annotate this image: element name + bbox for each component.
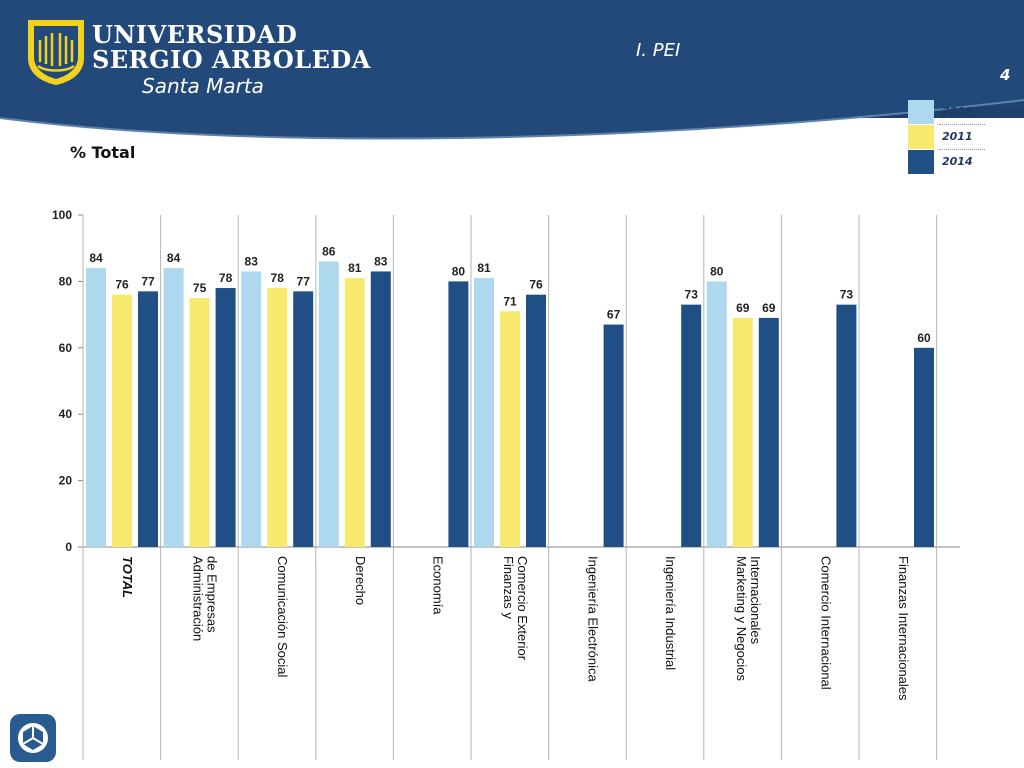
bar-value-label: 60 [917,331,931,345]
bar-2014 [758,317,779,547]
category-label: Administración [191,556,206,641]
bar-2011 [112,294,132,547]
campus-name: Santa Marta [142,74,264,98]
y-tick-label: 0 [65,540,72,554]
bar-value-label: 81 [477,261,491,275]
category-label: de Empresas [205,556,220,633]
bar-value-label: 80 [452,264,466,278]
legend-item-2011: 2011 [905,125,985,150]
bar-value-label: 76 [529,278,543,292]
bar-value-label: 80 [710,264,724,278]
bar-value-label: 86 [322,244,336,258]
bar-value-label: 84 [167,251,181,265]
bar-2008 [474,278,494,547]
category-label: Comercio Exterior [515,556,530,661]
bar-value-label: 67 [607,308,621,322]
bar-2014 [370,271,391,547]
bar-2008 [163,268,184,547]
bar-2011 [732,317,753,547]
legend-swatch-2014 [908,150,934,174]
bar-2014 [293,291,314,547]
category-label: Marketing y Negocios [734,556,749,681]
bar-value-label: 84 [89,251,103,265]
bar-value-label: 77 [141,274,155,288]
bar-2014 [836,304,857,547]
legend-item-2014: 2014 [905,150,985,175]
category-label: TOTAL [120,556,135,598]
bar-2014 [526,294,546,547]
category-label: Comunicación Social [275,556,290,678]
category-label: Finanzas Internacionales [896,556,911,701]
category-label: Derecho [353,556,368,605]
bar-value-label: 69 [736,301,750,315]
bar-value-label: 73 [685,288,699,302]
bar-2014 [448,281,469,547]
legend-separator [939,124,985,125]
bar-2008 [241,271,262,547]
university-name: UNIVERSIDAD SERGIO ARBOLEDA [92,22,371,72]
y-tick-label: 100 [52,208,72,222]
category-label: Ingeniería Industrial [663,556,678,670]
y-tick-label: 20 [59,474,73,488]
legend-label-2008: 2008 [942,105,973,118]
bar-value-label: 83 [374,254,388,268]
footer-emblem-icon [10,714,56,762]
category-label: Economía [430,556,445,615]
bar-value-label: 73 [840,288,854,302]
bar-value-label: 77 [297,274,311,288]
bar-value-label: 78 [271,271,285,285]
bar-value-label: 76 [115,278,129,292]
bar-2011 [267,288,288,547]
bar-2014 [215,288,236,547]
category-label: Finanzas y [501,556,516,619]
legend-swatch-2008 [908,100,934,124]
bar-2008 [86,268,106,547]
y-tick-label: 60 [59,341,73,355]
university-line-1: UNIVERSIDAD [92,20,298,49]
slide-title: I. PEI [636,40,681,61]
bar-value-label: 71 [503,294,517,308]
chart-title: % Total [70,143,136,162]
chart-legend: 2008 2011 2014 [905,100,985,175]
bar-value-label: 83 [245,254,259,268]
legend-swatch-2011 [908,125,934,149]
bar-2008 [706,281,727,547]
bar-2011 [344,278,365,547]
legend-label-2014: 2014 [942,155,973,168]
bar-2014 [914,347,934,547]
y-tick-label: 80 [59,274,73,288]
bar-2014 [138,291,158,547]
category-label: Ingeniería Electrónica [586,556,601,683]
category-label: Internacionales [748,556,763,645]
header-curve [0,0,1024,140]
bar-value-label: 75 [193,281,207,295]
bar-2014 [603,324,624,547]
y-tick-label: 40 [59,407,73,421]
legend-item-2008: 2008 [905,100,985,125]
bar-value-label: 69 [762,301,776,315]
legend-label-2011: 2011 [942,130,973,143]
category-label: Comercio Internacional [818,556,833,690]
bar-value-label: 81 [348,261,362,275]
bar-2014 [681,304,702,547]
bar-value-label: 78 [219,271,233,285]
university-shield-logo [28,20,84,85]
legend-separator [939,149,985,150]
bar-2011 [500,311,520,547]
bar-2008 [318,261,339,547]
bar-2011 [189,298,210,547]
university-line-2: SERGIO ARBOLEDA [92,45,371,74]
page-number: 4 [1000,66,1011,84]
